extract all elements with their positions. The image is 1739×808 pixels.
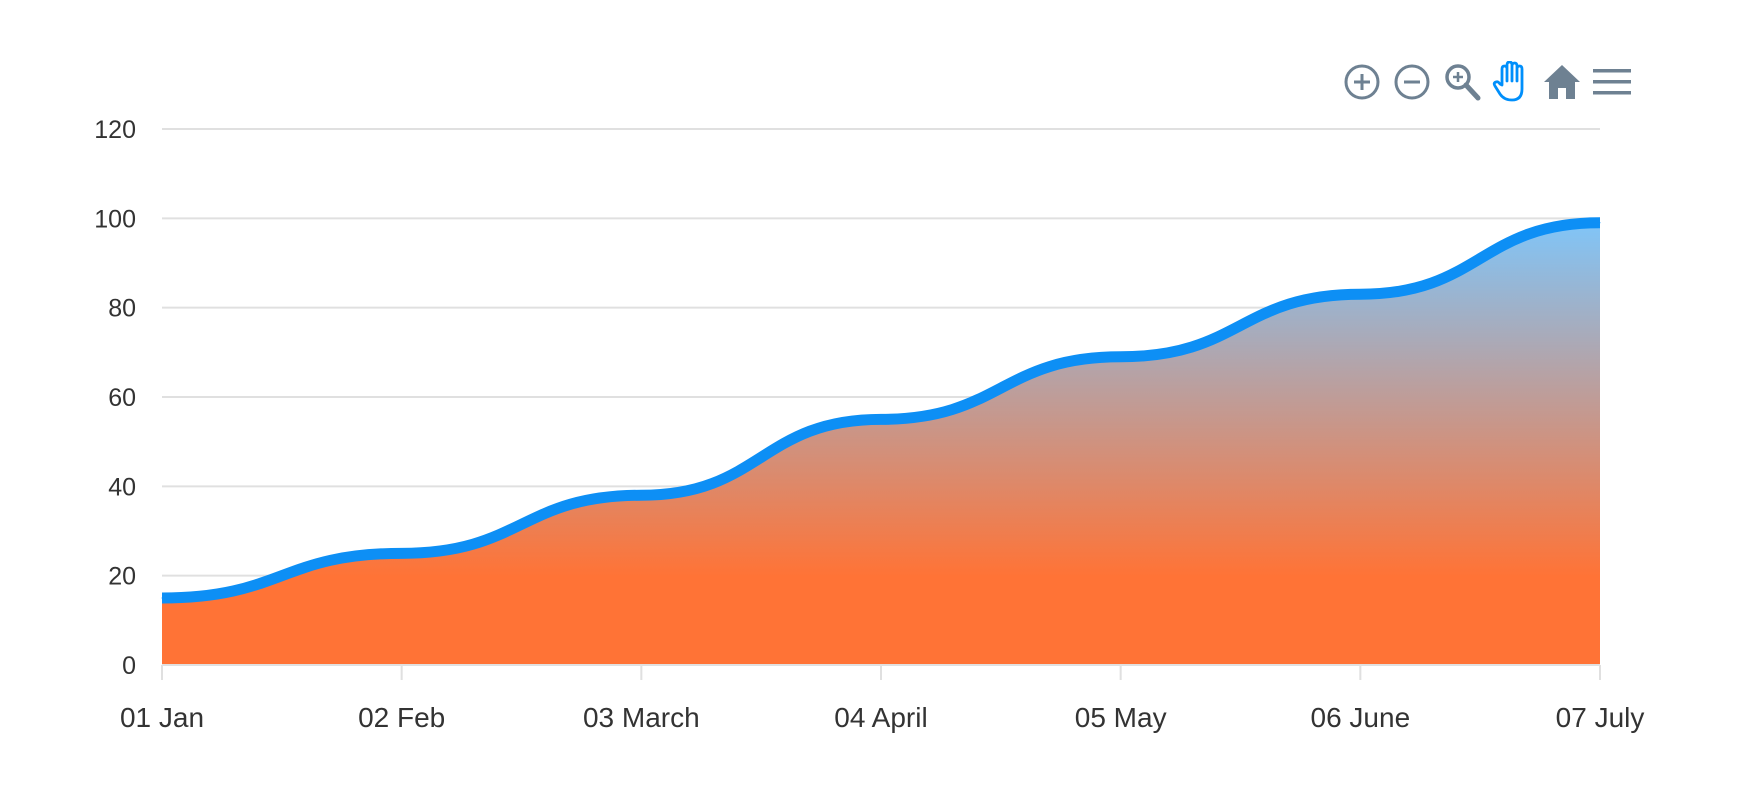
zoom-in-button[interactable] <box>1342 62 1382 102</box>
chart-toolbar <box>1342 60 1642 104</box>
x-tick-label: 05 May <box>1075 702 1167 733</box>
y-axis: 0 20 40 60 80 100 120 <box>94 116 136 680</box>
menu-button[interactable] <box>1592 62 1632 102</box>
data-point <box>1120 356 1122 358</box>
zoom-out-button[interactable] <box>1392 62 1432 102</box>
series-line <box>161 217 1601 604</box>
home-icon <box>1544 65 1580 99</box>
x-tick-label: 02 Feb <box>358 702 445 733</box>
x-tick-label: 07 July <box>1556 702 1645 733</box>
zoom-out-icon <box>1394 64 1430 100</box>
y-tick-label: 100 <box>94 205 136 233</box>
y-tick-label: 0 <box>122 652 136 680</box>
x-tick-label: 01 Jan <box>120 702 204 733</box>
data-point <box>880 418 882 420</box>
hamburger-menu-icon <box>1593 69 1631 95</box>
x-axis: 01 Jan 02 Feb 03 March 04 April 05 May 06 Jun… <box>120 664 1645 733</box>
data-point <box>640 494 642 496</box>
data-point <box>1599 222 1601 224</box>
hand-icon <box>1492 61 1524 102</box>
series-area <box>162 222 1600 666</box>
pan-button[interactable] <box>1492 61 1532 102</box>
y-tick-label: 40 <box>108 473 136 501</box>
data-point <box>161 597 163 599</box>
y-tick-label: 80 <box>108 295 136 323</box>
x-tick-label: 06 June <box>1311 702 1411 733</box>
y-tick-label: 60 <box>108 384 136 412</box>
reset-zoom-button[interactable] <box>1542 62 1582 102</box>
x-tick-label: 03 March <box>583 702 700 733</box>
y-tick-label: 120 <box>94 116 136 144</box>
data-point <box>1359 293 1361 295</box>
area-fill <box>162 222 1600 666</box>
zoom-in-icon <box>1344 64 1380 100</box>
selection-zoom-button[interactable] <box>1442 62 1482 102</box>
magnifier-icon <box>1445 64 1481 101</box>
y-tick-label: 20 <box>108 563 136 591</box>
data-point <box>401 552 403 554</box>
x-tick-label: 04 April <box>834 702 927 733</box>
